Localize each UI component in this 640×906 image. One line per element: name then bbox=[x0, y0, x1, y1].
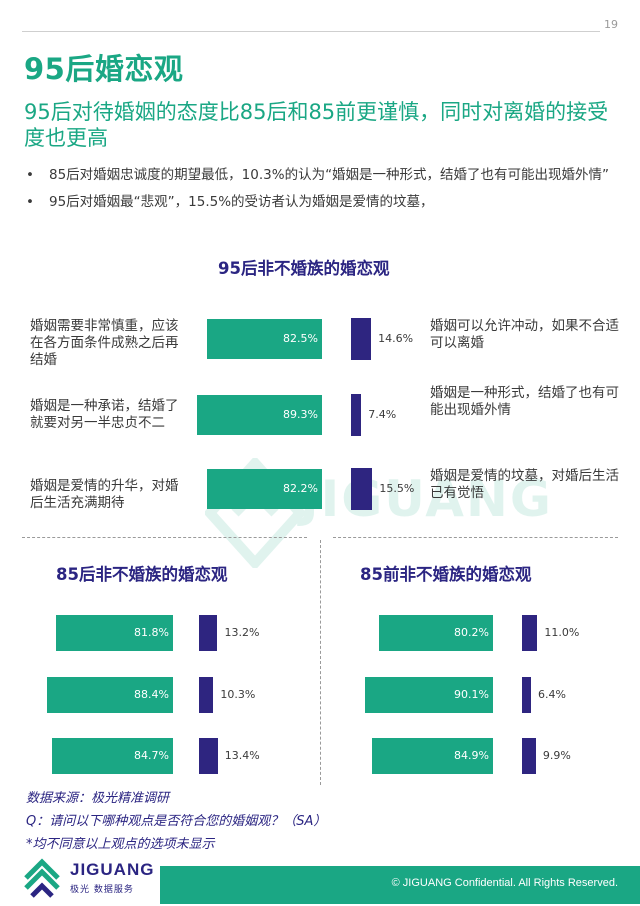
left-label: 婚姻是一种承诺，结婚了就要对另一半忠贞不二 bbox=[30, 398, 179, 431]
chart-85-right-bar bbox=[199, 677, 214, 713]
column-divider bbox=[320, 540, 321, 785]
logo-subtitle: 极光 数据服务 bbox=[70, 885, 134, 895]
chart-85-right-bar bbox=[199, 738, 218, 774]
chart-85-left-bar bbox=[56, 615, 173, 651]
bullet-list: • 85后对婚姻忠诚度的期望最低，10.3%的认为“婚姻是一种形式，结婚了也有可… bbox=[24, 165, 614, 219]
bullet-text: 95后对婚姻最“悲观”，15.5%的受访者认为婚姻是爱情的坟墓， bbox=[49, 194, 434, 210]
jiguang-logo-icon bbox=[24, 858, 60, 898]
chart-95-left-value: 89.3% bbox=[283, 408, 318, 421]
chart-85-right-bar bbox=[199, 615, 218, 651]
chart-pre85-right-bar bbox=[522, 677, 531, 713]
chart-85-left-bar bbox=[46, 677, 173, 713]
chart-85-left-value: 84.7% bbox=[134, 749, 169, 762]
chart-pre85-title: 85前非不婚族的婚恋观 bbox=[360, 565, 532, 584]
question-note: Q：请问以下哪种观点是否符合您的婚姻观？（SA） bbox=[26, 814, 327, 829]
source-note: 数据来源：极光精准调研 bbox=[26, 791, 170, 806]
chart-95-right-bar bbox=[351, 394, 362, 436]
chart-pre85-right-value: 6.4% bbox=[537, 688, 566, 701]
chart-95-right-value: 7.4% bbox=[368, 408, 397, 421]
chart-95-left-bar bbox=[206, 319, 322, 359]
copyright-text: © JIGUANG Confidential. All Rights Reser… bbox=[391, 877, 618, 889]
page-number: 19 bbox=[604, 18, 618, 31]
chart-95-left-bar bbox=[206, 469, 322, 509]
logo-name: JIGUANG bbox=[70, 860, 155, 879]
footer: © JIGUANG Confidential. All Rights Reser… bbox=[0, 852, 640, 906]
chart-85-left-bar bbox=[51, 738, 173, 774]
chart-95-row: 婚姻是一种承诺，结婚了就要对另一半忠贞不二 婚姻是一种形式，结婚了也有可能出现婚… bbox=[0, 385, 640, 445]
page-subtitle: 95后对待婚姻的态度比85后和85前更谨慎，同时对离婚的接受度也更高 bbox=[24, 100, 609, 150]
chart-95-right-value: 14.6% bbox=[378, 332, 414, 345]
footer-band bbox=[160, 866, 640, 904]
footnote: *均不同意以上观点的选项未显示 bbox=[26, 837, 215, 852]
chart-95-right-bar bbox=[351, 318, 372, 360]
bullet-dot: • bbox=[26, 167, 34, 183]
chart-95-left-bar bbox=[196, 395, 322, 435]
chart-pre85-left-value: 84.9% bbox=[454, 749, 489, 762]
chart-85-right-value: 10.3% bbox=[220, 688, 256, 701]
chart-95-left-value: 82.2% bbox=[283, 482, 318, 495]
notes: 数据来源：极光精准调研 Q：请问以下哪种观点是否符合您的婚姻观？（SA） *均不… bbox=[26, 787, 326, 856]
header-divider bbox=[22, 31, 600, 32]
chart-pre85-right-bar bbox=[522, 615, 538, 651]
chart-95-row: 婚姻需要非常慎重，应该在各方面条件成熟之后再结婚 婚姻可以允许冲动，如果不合适可… bbox=[0, 310, 640, 370]
chart-pre85-right-value: 11.0% bbox=[544, 626, 580, 639]
chart-pre85-right-bar bbox=[522, 738, 536, 774]
chart-pre85-right-value: 9.9% bbox=[542, 749, 571, 762]
bullet-dot: • bbox=[26, 194, 34, 210]
chart-95-title: 95后非不婚族的婚恋观 bbox=[218, 259, 390, 278]
chart-pre85-left-value: 80.2% bbox=[454, 626, 489, 639]
chart-pre85-left-bar bbox=[372, 738, 493, 774]
right-label: 婚姻是爱情的坟墓，对婚后生活已有觉悟 bbox=[430, 468, 619, 501]
left-label: 婚姻需要非常慎重，应该在各方面条件成熟之后再结婚 bbox=[30, 318, 179, 368]
chart-pre85-left-bar bbox=[365, 677, 493, 713]
section-divider bbox=[22, 537, 307, 538]
bullet-item: • 85后对婚姻忠诚度的期望最低，10.3%的认为“婚姻是一种形式，结婚了也有可… bbox=[24, 165, 614, 185]
section-divider bbox=[333, 537, 618, 538]
bullet-text: 85后对婚姻忠诚度的期望最低，10.3%的认为“婚姻是一种形式，结婚了也有可能出… bbox=[49, 167, 610, 183]
chart-pre85-left-bar bbox=[379, 615, 493, 651]
bullet-item: • 95后对婚姻最“悲观”，15.5%的受访者认为婚姻是爱情的坟墓， bbox=[24, 192, 614, 212]
chart-95-right-value: 15.5% bbox=[379, 482, 415, 495]
left-label: 婚姻是爱情的升华，对婚后生活充满期待 bbox=[30, 478, 179, 511]
chart-85-right-value: 13.2% bbox=[224, 626, 260, 639]
chart-85-title: 85后非不婚族的婚恋观 bbox=[56, 565, 228, 584]
chart-85-left-value: 88.4% bbox=[134, 688, 169, 701]
right-label: 婚姻是一种形式，结婚了也有可能出现婚外情 bbox=[430, 385, 619, 418]
chart-85-left-value: 81.8% bbox=[134, 626, 169, 639]
chart-95-right-bar bbox=[351, 468, 373, 510]
page-title: 95后婚恋观 bbox=[24, 52, 184, 86]
right-label: 婚姻可以允许冲动，如果不合适可以离婚 bbox=[430, 318, 619, 351]
chart-95-row: 婚姻是爱情的升华，对婚后生活充满期待 婚姻是爱情的坟墓，对婚后生活已有觉悟 bbox=[0, 462, 640, 522]
chart-85-right-value: 13.4% bbox=[224, 749, 260, 762]
chart-95-left-value: 82.5% bbox=[283, 332, 318, 345]
chart-pre85-left-value: 90.1% bbox=[454, 688, 489, 701]
